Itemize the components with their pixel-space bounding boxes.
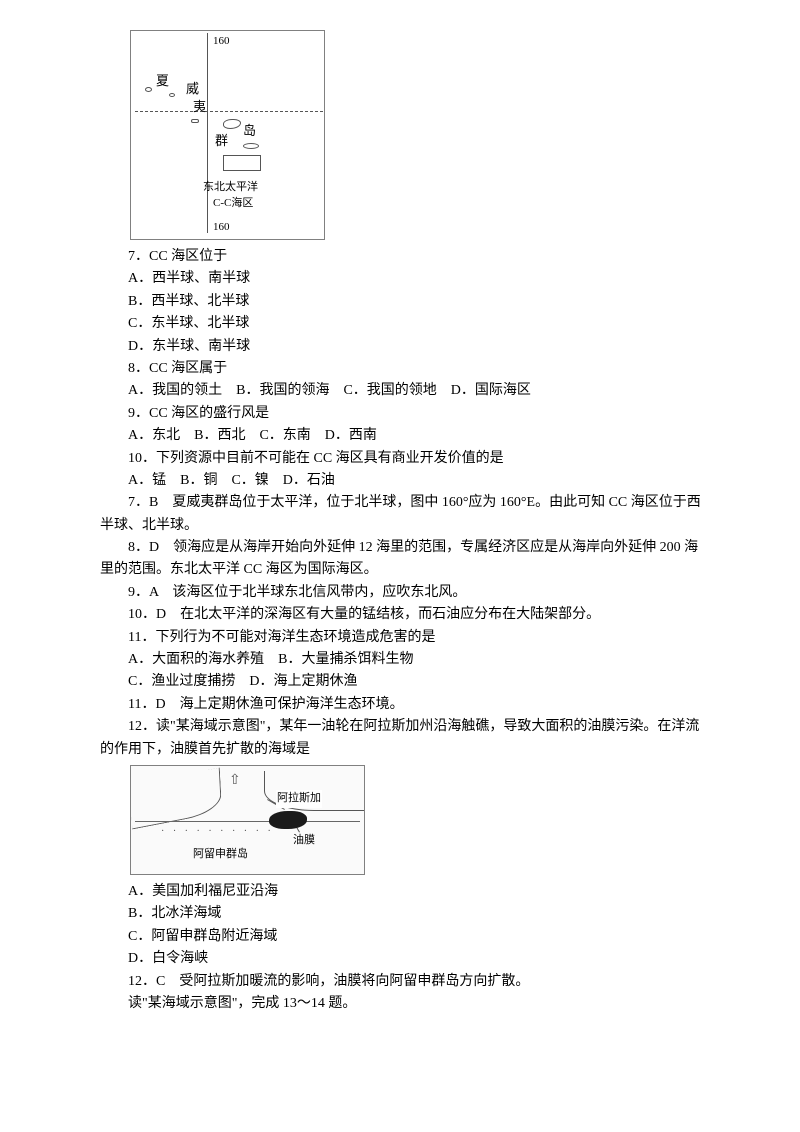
base-line (135, 821, 360, 822)
q7-opt-d: D．东半球、南半球 (100, 336, 710, 358)
q7-stem: 7．CC 海区位于 (100, 246, 710, 268)
q7-opt-c: C．东半球、北半球 (100, 313, 710, 335)
char-dao: 岛 (243, 121, 256, 142)
ans7: 7．B 夏威夷群岛位于太平洋，位于北半球，图中 160°应为 160°E。由此可… (100, 492, 710, 537)
north-arrow-icon: ⇧ (229, 770, 241, 792)
char-qun: 群 (215, 131, 228, 152)
aleutian-dots: · · · · · · · · · · (161, 824, 274, 840)
q8-stem: 8．CC 海区属于 (100, 358, 710, 380)
ans9: 9．A 该海区位于北半球东北信风带内，应吹东北风。 (100, 582, 710, 604)
oil-spill-spot (269, 811, 307, 829)
ans12: 12．C 受阿拉斯加暖流的影响，油膜将向阿留申群岛方向扩散。 (100, 971, 710, 993)
label-aleutian: 阿留申群岛 (193, 846, 248, 864)
q11-opts-cd: C．渔业过度捕捞 D．海上定期休渔 (100, 671, 710, 693)
figure-hawaii-map: 160 160 夏 威 夷 群 岛 东北太平洋 C-C海区 (130, 30, 325, 240)
q11-stem: 11．下列行为不可能对海洋生态环境造成危害的是 (100, 627, 710, 649)
q10-stem: 10．下列资源中目前不可能在 CC 海区具有商业开发价值的是 (100, 448, 710, 470)
island-shape (169, 93, 175, 97)
ans10: 10．D 在北太平洋的深海区有大量的锰结核，而石油应分布在大陆架部分。 (100, 604, 710, 626)
q12-opt-a: A．美国加利福尼亚沿海 (100, 881, 710, 903)
cc-box (223, 155, 261, 171)
island-shape (243, 143, 259, 149)
label-alaska: 阿拉斯加 (276, 790, 322, 808)
label-ne-pacific: 东北太平洋 (203, 179, 258, 197)
meridian-line (207, 33, 208, 233)
island-shape (223, 119, 241, 129)
q10-opts: A．锰 B．铜 C．镍 D．石油 (100, 470, 710, 492)
q12-opt-d: D．白令海峡 (100, 948, 710, 970)
figure-alaska-map: · · · · · · · · · · ⇧ 阿拉斯加 油膜 阿留申群岛 (130, 765, 365, 875)
q8-opts: A．我国的领土 B．我国的领海 C．我国的领地 D．国际海区 (100, 380, 710, 402)
label-oil-film: 油膜 (293, 832, 315, 850)
ans11: 11．D 海上定期休渔可保护海洋生态环境。 (100, 694, 710, 716)
q12-stem: 12．读"某海域示意图"，某年一油轮在阿拉斯加州沿海触礁，导致大面积的油膜污染。… (100, 716, 710, 761)
q12-opt-b: B．北冰洋海域 (100, 903, 710, 925)
tail-instruction: 读"某海域示意图"，完成 13～14 题。 (100, 993, 710, 1015)
latitude-dash (135, 111, 323, 112)
q11-opts-ab: A．大面积的海水养殖 B．大量捕杀饵料生物 (100, 649, 710, 671)
island-shape (145, 87, 152, 92)
q9-stem: 9．CC 海区的盛行风是 (100, 403, 710, 425)
ans8: 8．D 领海应是从海岸开始向外延伸 12 海里的范围，专属经济区应是从海岸向外延… (100, 537, 710, 582)
q12-opt-c: C．阿留申群岛附近海域 (100, 926, 710, 948)
char-xia: 夏 (156, 71, 169, 92)
q7-opt-b: B．西半球、北半球 (100, 291, 710, 313)
char-yi: 夷 (193, 97, 206, 118)
q7-opt-a: A．西半球、南半球 (100, 268, 710, 290)
label-160-bottom: 160 (213, 219, 230, 237)
label-160-top: 160 (213, 33, 230, 51)
island-shape (191, 119, 199, 123)
q9-opts: A．东北 B．西北 C．东南 D．西南 (100, 425, 710, 447)
label-cc-area: C-C海区 (213, 195, 253, 213)
